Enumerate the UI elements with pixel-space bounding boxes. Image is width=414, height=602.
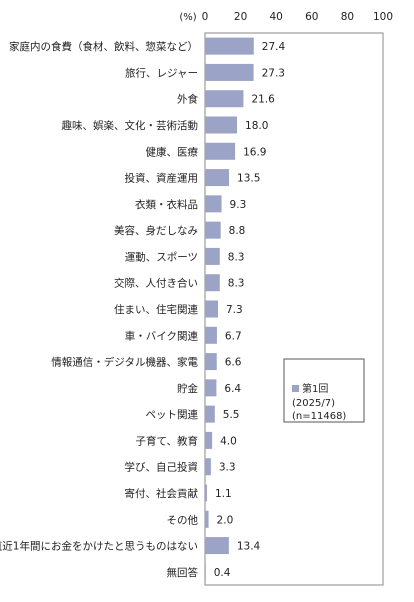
legend-series-name: 第1回 (302, 382, 328, 395)
category-label: 健康、医療 (146, 145, 199, 158)
x-axis-ticks: 0 20 40 60 80 100 (202, 11, 393, 23)
value-label: 0.4 (214, 567, 231, 579)
category-label: 運動、スポーツ (125, 250, 198, 263)
bar (205, 510, 209, 528)
bar (205, 326, 217, 344)
category-label: 車・バイク関連 (125, 329, 199, 342)
category-label: その他 (167, 513, 199, 526)
category-label: 投資、資産運用 (125, 172, 199, 185)
category-label: 住まい、住宅関連 (114, 303, 198, 316)
bar (205, 431, 213, 449)
value-label: 16.9 (243, 146, 266, 158)
value-label: 4.0 (220, 435, 237, 447)
value-label: 21.6 (251, 94, 275, 106)
category-label: 寄付、社会貢献 (125, 487, 199, 500)
x-tick-label: 80 (341, 11, 354, 23)
category-label: 衣類・衣料品 (135, 198, 198, 211)
x-tick-label: 40 (270, 11, 283, 23)
value-label: 9.3 (230, 199, 247, 211)
legend-sample-size: (n=11468) (292, 411, 346, 422)
value-label: 27.4 (262, 41, 286, 53)
legend-swatch (292, 385, 299, 392)
category-labels: 家庭内の食費（食材、飲料、惣菜など） 旅行、レジャー外食趣味、娯楽、文化・芸術活動… (0, 40, 198, 579)
bar (205, 116, 238, 134)
value-label: 13.5 (237, 173, 260, 185)
bar (205, 405, 215, 423)
value-label: 8.3 (228, 251, 245, 263)
bar (205, 458, 211, 476)
unit-label: (%) (179, 12, 196, 23)
bar (205, 247, 220, 265)
bar (205, 195, 222, 213)
x-tick-label: 60 (305, 11, 318, 23)
category-label: 貯金 (177, 382, 198, 395)
bar (205, 274, 220, 292)
value-label: 8.8 (229, 225, 246, 237)
bar (205, 353, 217, 371)
x-tick-label: 20 (234, 11, 247, 23)
bar (205, 37, 254, 55)
value-label: 7.3 (226, 304, 243, 316)
category-label: 子育て、教育 (136, 434, 198, 447)
category-label: 外食 (177, 93, 198, 106)
value-label: 18.0 (245, 120, 268, 132)
value-label: 1.1 (215, 488, 232, 500)
category-label: 直近1年間にお金をかけたと思うものはない (0, 540, 198, 553)
value-label: 2.0 (217, 514, 234, 526)
category-label: 学び、自己投資 (125, 461, 199, 474)
category-label: 美容、身だしなみ (114, 224, 198, 237)
x-tick-label: 0 (202, 11, 209, 23)
legend: 第1回 (2025/7) (n=11468) (283, 358, 365, 423)
bar (205, 379, 217, 397)
value-labels: 27.4 27.3 21.6 18.0 16.9 13.5 9.3 8.8 8.3 8.3 7.3 6… (214, 41, 286, 579)
bars (205, 37, 254, 581)
bar (205, 300, 218, 318)
category-label: 趣味、娯楽、文化・芸術活動 (62, 119, 199, 132)
value-label: 6.7 (225, 330, 242, 342)
bar (205, 63, 254, 81)
category-label: 交際、人付き合い (114, 277, 198, 290)
bar (205, 537, 229, 555)
legend-date: (2025/7) (292, 398, 335, 409)
value-label: 6.6 (225, 357, 242, 369)
value-label: 3.3 (219, 462, 236, 474)
value-label: 13.4 (237, 541, 261, 553)
category-label: 無回答 (167, 566, 199, 579)
value-label: 5.5 (223, 409, 240, 421)
bar (205, 484, 207, 502)
value-label: 6.4 (224, 383, 241, 395)
category-label: 情報通信・デジタル機器、家電 (51, 356, 198, 369)
bar (205, 169, 230, 187)
value-label: 8.3 (228, 278, 245, 290)
category-label: 家庭内の食費（食材、飲料、惣菜など） (9, 40, 198, 53)
bar (205, 90, 244, 108)
bar (205, 142, 236, 160)
category-label: ペット関連 (146, 408, 199, 421)
x-tick-label: 100 (373, 11, 393, 23)
bar (205, 221, 221, 239)
category-label: 旅行、レジャー (125, 66, 198, 79)
value-label: 27.3 (262, 67, 285, 79)
bar (205, 563, 206, 581)
